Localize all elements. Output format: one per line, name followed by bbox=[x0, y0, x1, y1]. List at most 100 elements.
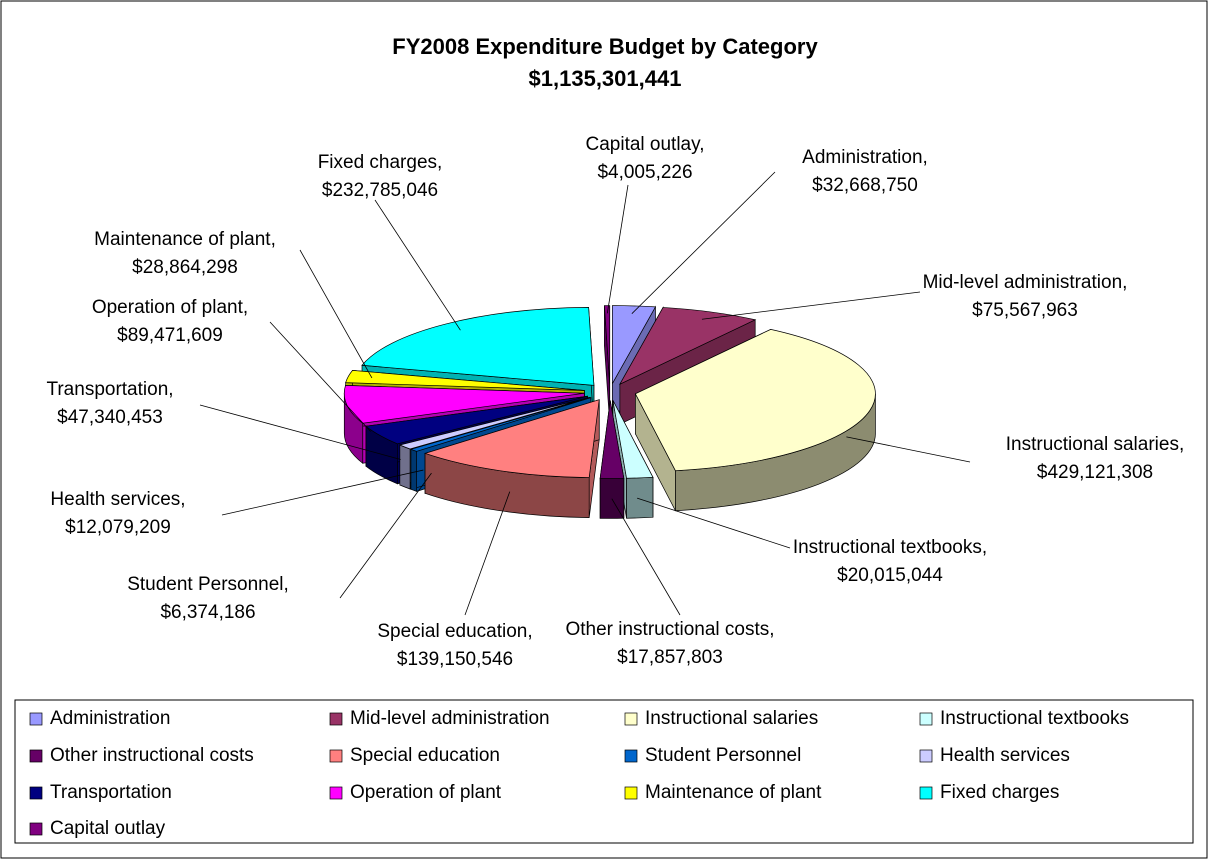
data-label: $429,121,308 bbox=[1037, 462, 1153, 483]
data-label-name: Student Personnel, bbox=[127, 574, 289, 595]
data-label-name: Health services, bbox=[50, 489, 185, 510]
slice-wall bbox=[626, 476, 654, 519]
leader-line bbox=[221, 469, 424, 516]
legend-label: Student Personnel bbox=[645, 745, 801, 766]
slice-top bbox=[599, 400, 625, 479]
data-label-name: Instructional textbooks, bbox=[793, 537, 987, 558]
legend-label: Mid-level administration bbox=[350, 708, 550, 729]
legend-label: Administration bbox=[50, 708, 170, 729]
slice bbox=[634, 328, 876, 512]
label-separator: , bbox=[437, 152, 442, 173]
data-label: $89,471,609 bbox=[117, 325, 223, 346]
label-separator: , bbox=[243, 297, 248, 318]
category-name: Administration bbox=[802, 147, 922, 168]
legend-swatch bbox=[29, 822, 43, 836]
category-name: Fixed charges bbox=[318, 152, 437, 173]
data-label-name: Instructional salaries, bbox=[1006, 434, 1184, 455]
data-label-name: Operation of plant, bbox=[92, 297, 248, 318]
data-label: $32,668,750 bbox=[812, 175, 918, 196]
slice bbox=[612, 400, 654, 519]
legend-label: Special education bbox=[350, 745, 500, 766]
slice-top bbox=[612, 400, 654, 479]
legend-label: Operation of plant bbox=[350, 782, 502, 803]
category-name: Transportation bbox=[46, 379, 168, 400]
legend-label: Instructional salaries bbox=[645, 708, 818, 729]
legend: Administration Mid-level administration In… bbox=[29, 708, 1129, 839]
data-label-name: Special education, bbox=[377, 621, 532, 642]
category-name: Special education bbox=[377, 621, 527, 642]
slice-top bbox=[345, 370, 585, 391]
label-separator: , bbox=[271, 229, 276, 250]
chart-title: FY2008 Expenditure Budget by Category bbox=[392, 34, 818, 59]
data-label-name: Other instructional costs, bbox=[565, 619, 774, 640]
leader-line bbox=[269, 321, 371, 432]
legend-swatch bbox=[624, 749, 638, 763]
legend-box bbox=[14, 699, 1194, 844]
data-label-name: Fixed charges, bbox=[318, 152, 443, 173]
legend-swatch bbox=[624, 786, 638, 800]
category-name: Operation of plant bbox=[92, 297, 244, 318]
leader-line bbox=[299, 249, 373, 379]
leader-line bbox=[611, 498, 681, 616]
data-label-name: Administration, bbox=[802, 147, 928, 168]
data-label: $75,567,963 bbox=[972, 300, 1078, 321]
legend-label: Instructional textbooks bbox=[940, 708, 1129, 729]
category-name: Mid-level administration bbox=[923, 272, 1123, 293]
category-name: Student Personnel bbox=[127, 574, 283, 595]
data-label-name: Capital outlay, bbox=[586, 134, 705, 155]
leader-line bbox=[606, 184, 629, 314]
chart-subtitle: $1,135,301,441 bbox=[529, 66, 682, 91]
slice-top bbox=[398, 397, 591, 450]
leader-line bbox=[374, 199, 461, 331]
slice-top bbox=[423, 399, 600, 478]
slice bbox=[423, 399, 600, 518]
slice-top bbox=[611, 305, 657, 385]
category-name: Maintenance of plant bbox=[94, 229, 271, 250]
label-separator: , bbox=[699, 134, 704, 155]
label-separator: , bbox=[1179, 434, 1184, 455]
label-separator: , bbox=[923, 147, 928, 168]
legend-label: Health services bbox=[940, 745, 1070, 766]
leader-line bbox=[464, 491, 511, 616]
legend-swatch bbox=[919, 712, 933, 726]
data-label-name: Transportation, bbox=[46, 379, 173, 400]
leader-line bbox=[631, 171, 776, 314]
category-name: Instructional textbooks bbox=[793, 537, 982, 558]
label-separator: , bbox=[1122, 272, 1127, 293]
legend-swatch bbox=[29, 786, 43, 800]
leader-line bbox=[199, 404, 401, 460]
data-label: $12,079,209 bbox=[65, 517, 171, 538]
data-label: $139,150,546 bbox=[397, 649, 513, 670]
data-label: $4,005,226 bbox=[597, 162, 692, 183]
data-label: $17,857,803 bbox=[617, 647, 723, 668]
label-separator: , bbox=[982, 537, 987, 558]
data-label: $6,374,186 bbox=[160, 602, 255, 623]
legend-swatch bbox=[29, 712, 43, 726]
slice-top bbox=[343, 385, 585, 424]
legend-swatch bbox=[329, 749, 343, 763]
data-label: $232,785,046 bbox=[322, 180, 438, 201]
label-separator: , bbox=[284, 574, 289, 595]
legend-swatch bbox=[329, 712, 343, 726]
label-separator: , bbox=[527, 621, 532, 642]
label-separator: , bbox=[769, 619, 774, 640]
legend-swatch bbox=[919, 786, 933, 800]
pie bbox=[343, 305, 876, 519]
slice-top bbox=[409, 397, 591, 452]
data-label-name: Maintenance of plant, bbox=[94, 229, 276, 250]
leader-line bbox=[846, 436, 971, 463]
slice-wall bbox=[399, 444, 411, 490]
label-separator: , bbox=[168, 379, 173, 400]
slice-top bbox=[634, 329, 876, 472]
legend-label: Other instructional costs bbox=[50, 745, 254, 766]
data-label: $20,015,044 bbox=[837, 565, 943, 586]
category-name: Capital outlay bbox=[586, 134, 702, 155]
leader-line bbox=[701, 291, 921, 320]
data-label: $47,340,453 bbox=[57, 407, 163, 428]
legend-label: Maintenance of plant bbox=[645, 782, 822, 803]
category-name: Instructional salaries bbox=[1006, 434, 1179, 455]
leader-line bbox=[339, 472, 432, 599]
legend-swatch bbox=[919, 749, 933, 763]
